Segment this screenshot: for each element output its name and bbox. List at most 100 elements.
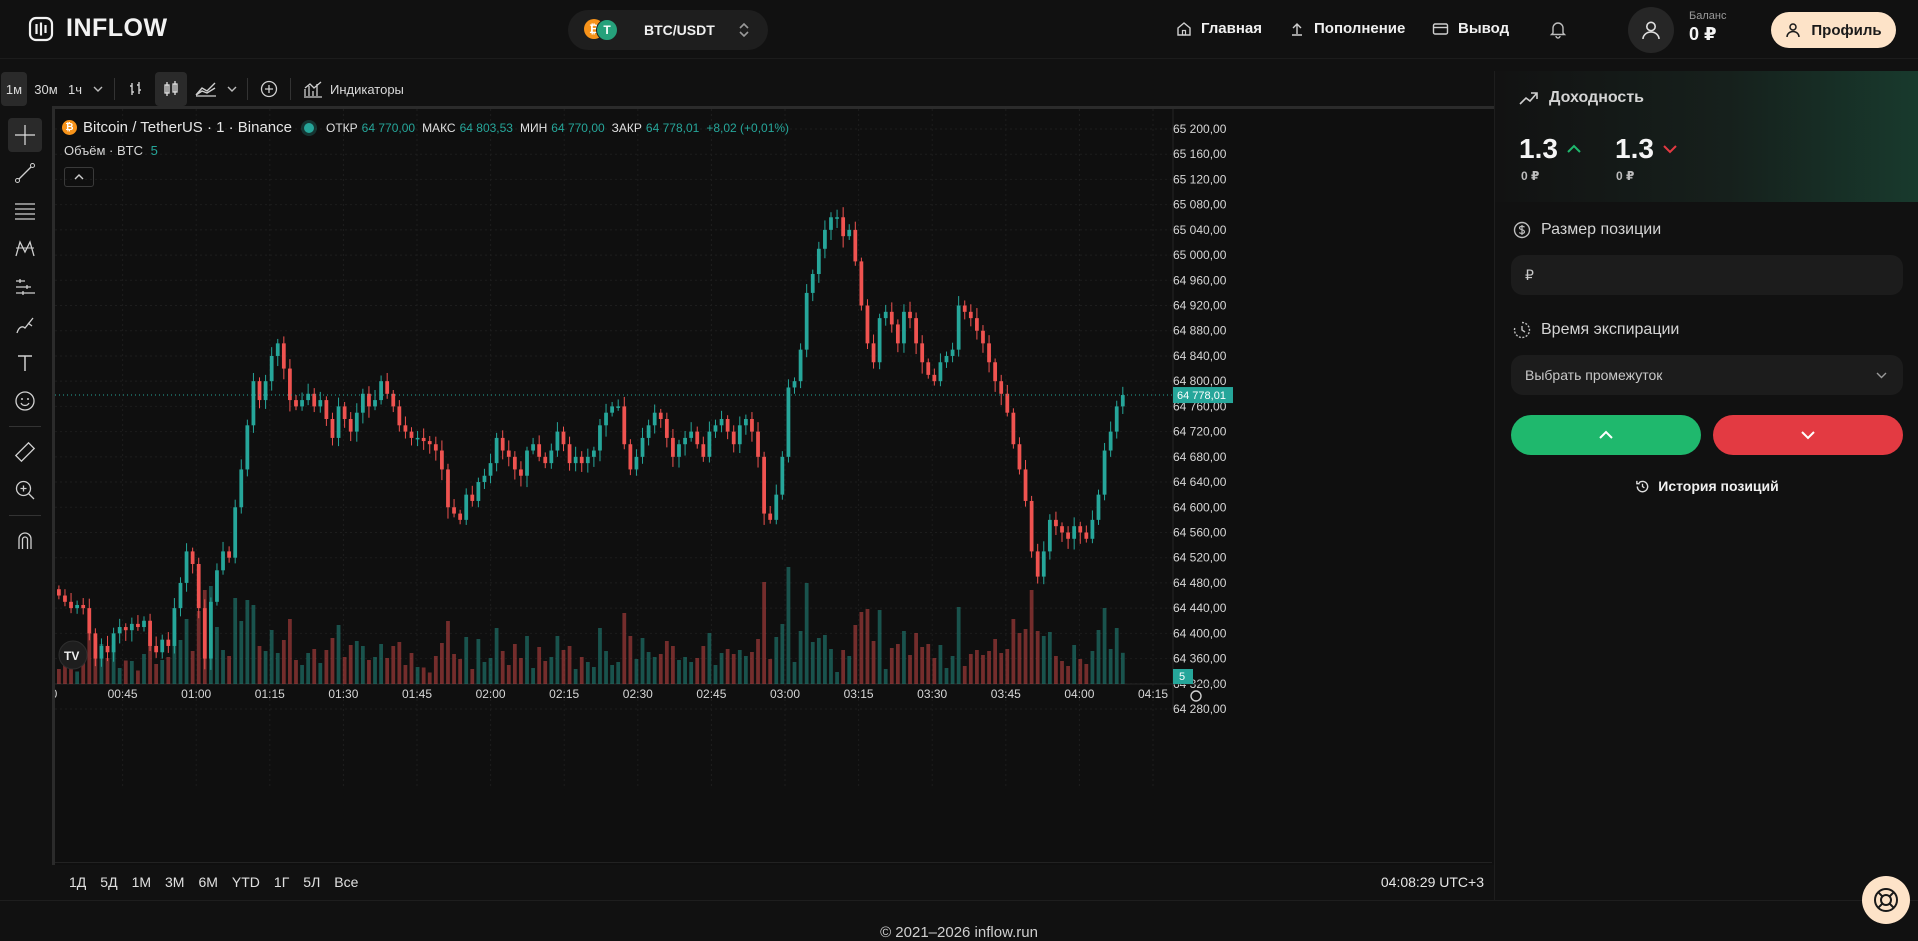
sell-down-button[interactable] — [1713, 415, 1903, 455]
candle-body — [154, 645, 159, 653]
lifebuoy-icon — [1874, 888, 1898, 912]
fib-tool[interactable] — [8, 194, 42, 228]
ruler-tool[interactable] — [8, 435, 42, 469]
text-tool[interactable] — [8, 346, 42, 380]
notifications-button[interactable] — [1548, 19, 1568, 44]
range-5d[interactable]: 5Д — [100, 874, 118, 890]
nav-home[interactable]: Главная — [1176, 20, 1262, 37]
candle-body — [1023, 469, 1028, 501]
chart-style-dropdown[interactable] — [223, 72, 241, 106]
last-price-badge — [1173, 387, 1233, 404]
volume-bar — [458, 659, 463, 684]
pair-selector[interactable]: ₿ T BTC/USDT — [568, 10, 768, 50]
candle-body — [1011, 412, 1016, 445]
candle-body — [57, 589, 61, 596]
volume-bar — [184, 619, 189, 684]
buy-up-button[interactable] — [1511, 415, 1701, 455]
market-status-dot — [304, 122, 314, 133]
chart-clock[interactable]: 04:08:29 UTC+3 — [1380, 874, 1484, 890]
bars-compare-icon — [130, 82, 141, 95]
candle-body — [604, 412, 608, 426]
candlestick-chart[interactable]: 65 200,00 65 160,00 65 120,00 65 080,00 65 0… — [41, 109, 1492, 862]
nav-withdraw[interactable]: Вывод — [1432, 20, 1509, 37]
volume-bar — [336, 625, 341, 684]
price-chart[interactable]: 65 200,00 65 160,00 65 120,00 65 080,00 65 0… — [41, 106, 1495, 865]
position-size-input[interactable]: ₽ — [1511, 255, 1903, 295]
volume-bar — [713, 665, 718, 684]
price-tick-label: 65 000,00 — [1173, 248, 1227, 262]
interval-dropdown[interactable] — [88, 72, 108, 106]
range-1m[interactable]: 1М — [131, 874, 152, 890]
volume-bar — [652, 657, 657, 684]
compare-button[interactable] — [254, 72, 284, 106]
volume-bar — [93, 638, 98, 684]
history-icon — [1636, 480, 1649, 492]
time-tick-label: 01:00 — [181, 687, 211, 701]
brush-tool[interactable] — [8, 308, 42, 342]
volume-bar — [999, 653, 1004, 684]
volume-bar — [1096, 630, 1101, 684]
volume-bar — [628, 636, 633, 684]
candles-style-button[interactable] — [155, 72, 187, 106]
range-all[interactable]: Все — [334, 874, 359, 890]
interval-1m[interactable]: 1м — [1, 72, 27, 106]
volume-bar — [512, 644, 517, 684]
nav-withdraw-label: Вывод — [1458, 20, 1510, 37]
range-1y[interactable]: 1Г — [273, 874, 290, 890]
time-tick-label: 02:30 — [623, 687, 653, 701]
candle-body — [330, 419, 335, 438]
candle-body — [889, 311, 894, 325]
candle-body — [494, 437, 499, 464]
expiry-select[interactable]: Выбрать промежуток — [1511, 355, 1903, 395]
time-tick-label: 03:30 — [917, 687, 947, 701]
volume-bar — [743, 656, 748, 684]
volume-bar — [731, 654, 736, 684]
candle-body — [75, 604, 80, 609]
collapse-legend-button[interactable] — [64, 167, 94, 187]
volume-bar — [622, 613, 627, 684]
volume-badge-label: 5 — [1179, 671, 1185, 683]
profile-button[interactable]: Профиль — [1771, 12, 1896, 48]
candle-body — [178, 582, 183, 609]
interval-1h[interactable]: 1ч — [62, 72, 88, 106]
forecast-tool[interactable] — [8, 270, 42, 304]
support-button[interactable] — [1862, 876, 1910, 924]
last-price-label: 64 778,01 — [1177, 390, 1226, 402]
volume-bar — [208, 586, 213, 684]
volume-bar — [1060, 661, 1064, 684]
trendline-tool[interactable] — [8, 156, 42, 190]
nav-deposit[interactable]: Пополнение — [1289, 20, 1405, 37]
price-tick-label: 64 400,00 — [1173, 626, 1227, 640]
candle-body — [987, 343, 991, 363]
avatar[interactable] — [1628, 7, 1674, 53]
crosshair-tool[interactable] — [8, 118, 42, 152]
candle-body — [1108, 431, 1113, 451]
candle-body — [938, 362, 943, 382]
area-style-button[interactable] — [189, 72, 223, 106]
volume-bar — [914, 633, 918, 684]
ohlc-open-key: ОТКР — [326, 120, 358, 135]
bar-replay-button[interactable] — [121, 72, 151, 106]
range-3m[interactable]: 3М — [165, 874, 185, 890]
arrow-up-icon — [1567, 144, 1581, 153]
range-1d[interactable]: 1Д — [69, 874, 87, 890]
candle-body — [968, 311, 973, 319]
candle-body — [1084, 532, 1089, 539]
zoom-tool[interactable] — [8, 473, 42, 507]
position-history-link[interactable]: История позиций — [1495, 478, 1918, 494]
candle-body — [616, 406, 621, 408]
volume-bar — [269, 630, 274, 684]
interval-30m[interactable]: 30м — [30, 72, 62, 106]
emoji-tool[interactable] — [8, 384, 42, 418]
range-6m[interactable]: 6М — [198, 874, 218, 890]
brand-logo[interactable]: INFLOW — [28, 14, 168, 43]
time-tick-label: 01:45 — [402, 687, 432, 701]
volume-bar — [592, 667, 596, 684]
indicators-button[interactable]: Индикаторы — [297, 72, 410, 106]
magnet-tool[interactable] — [8, 524, 42, 558]
range-5y[interactable]: 5Л — [303, 874, 321, 890]
volume-bar — [63, 657, 67, 684]
range-ytd[interactable]: YTD — [231, 874, 260, 890]
volume-bar — [786, 567, 791, 684]
pattern-tool[interactable] — [8, 232, 42, 266]
